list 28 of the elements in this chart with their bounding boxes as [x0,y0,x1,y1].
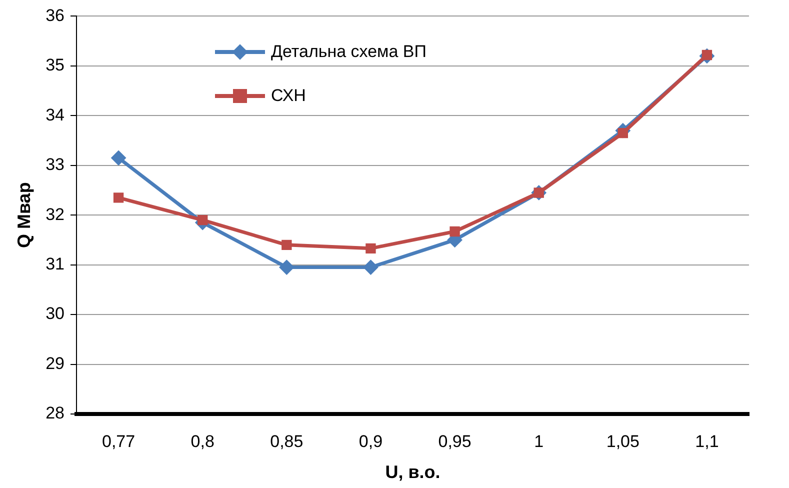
y-tick-label: 29 [46,354,65,373]
y-tick-label: 36 [46,6,65,25]
point [113,192,124,203]
y-tick-label: 28 [46,404,65,423]
point [111,150,126,166]
point [279,260,294,275]
point [450,226,460,237]
y-tick-label: 34 [46,105,65,124]
x-tick-label: 1 [534,432,544,451]
y-tick-label: 32 [46,204,65,224]
x-tick-label: 1,1 [695,432,719,451]
point [282,240,292,250]
x-axis-title: U, в.о. [385,462,440,482]
x-tick-label: 0,9 [358,432,383,451]
legend-label: СХН [271,86,306,106]
x-tick-label: 0,8 [190,432,214,451]
y-axis-title: Q Мвар [14,182,34,248]
y-tick-label: 31 [46,254,65,274]
legend-label: Детальна схема ВП [271,42,426,62]
x-tick-label: 0,77 [102,432,136,451]
y-tick-label: 35 [46,56,65,75]
point [363,260,378,275]
y-tick-label: 30 [46,304,65,324]
y-tick-label: 33 [46,155,65,174]
point [366,243,376,254]
x-tick-label: 1,05 [606,432,640,451]
x-tick-label: 0,95 [438,432,472,451]
x-tick-label: 0,85 [270,432,304,451]
